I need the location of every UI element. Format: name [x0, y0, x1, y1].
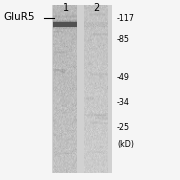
Text: (kD): (kD)	[117, 140, 134, 148]
Text: 2: 2	[93, 3, 99, 13]
Text: GluR5: GluR5	[4, 12, 35, 22]
Text: -25: -25	[117, 123, 130, 132]
Text: -117: -117	[117, 14, 135, 22]
Text: -49: -49	[117, 73, 130, 82]
Text: -34: -34	[117, 98, 130, 107]
Text: -85: -85	[117, 35, 130, 44]
Text: 1: 1	[63, 3, 69, 13]
